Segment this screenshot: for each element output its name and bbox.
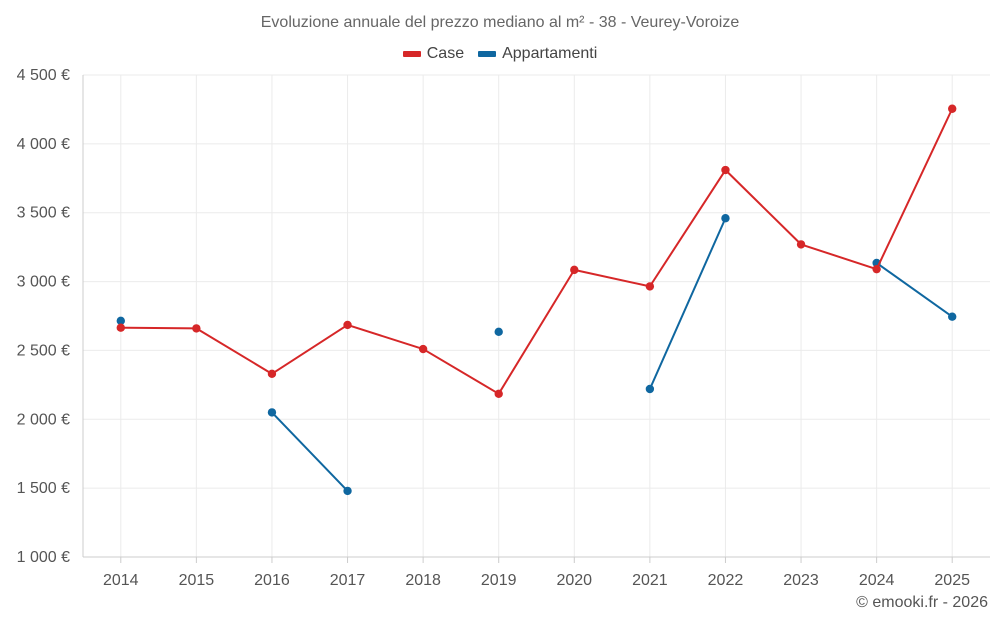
x-tick-label: 2018 [405,572,441,589]
data-point-case [267,369,277,379]
series-line-appartamenti [875,261,954,318]
series-line-case [875,107,954,271]
data-point-case [872,264,881,274]
series-line-case [800,243,878,271]
y-tick-label: 1 500 € [17,480,70,497]
data-point-case [570,265,579,275]
y-tick-label: 3 000 € [17,274,70,291]
data-point-case [116,323,125,332]
series-line-appartamenti [648,217,727,390]
legend-item-case[interactable]: Case [402,45,465,63]
data-point-appartamenti [343,486,352,496]
series-line-case [270,323,349,375]
y-tick-label: 3 500 € [17,205,70,222]
x-tick-label: 2021 [632,572,668,589]
series-line-case [497,268,576,395]
y-tick-label: 2 500 € [17,342,70,359]
legend-item-appartamenti[interactable]: Appartamenti [478,45,597,63]
series-line-case [422,348,500,395]
legend-swatch-appartamenti [478,51,497,57]
data-point-case [418,344,428,354]
x-tick-label: 2016 [254,572,290,589]
data-point-case [343,320,352,330]
y-tick-label: 4 000 € [17,136,70,153]
legend: Case Appartamenti [0,45,1000,63]
data-point-case [721,165,730,175]
legend-label-appartamenti: Appartamenti [502,45,598,62]
x-tick-label: 2019 [481,572,517,589]
y-tick-label: 4 500 € [17,67,70,84]
x-tick-label: 2014 [103,572,139,589]
y-tick-label: 1 000 € [17,549,70,566]
data-point-appartamenti [948,312,957,321]
series-line-case [724,169,803,246]
x-tick-label: 2015 [179,572,215,589]
data-point-appartamenti [116,316,125,326]
series-line-case [346,323,425,351]
x-tick-label: 2023 [783,572,819,589]
data-point-appartamenti [721,214,730,223]
series-line-appartamenti [270,411,349,492]
legend-label-case: Case [426,45,465,62]
data-point-case [796,240,806,249]
series-line-case [195,327,273,375]
series-line-case [573,268,651,288]
legend-swatch-case [402,51,421,57]
copyright-text: © emooki.fr - 2026 [856,594,988,611]
data-point-case [645,282,655,291]
data-point-case [948,104,957,113]
data-point-case [192,324,201,333]
data-point-appartamenti [267,408,277,417]
data-point-appartamenti [494,327,503,337]
x-tick-label: 2017 [330,572,366,589]
x-tick-label: 2024 [859,572,895,589]
x-tick-label: 2025 [934,572,970,589]
series-line-case [119,326,198,330]
data-point-case [494,389,503,399]
x-tick-label: 2022 [708,572,744,589]
chart-title: Evoluzione annuale del prezzo mediano al… [260,14,740,31]
data-point-appartamenti [645,384,655,394]
series-line-case [648,169,727,288]
y-tick-label: 2 000 € [17,411,70,428]
x-tick-label: 2020 [556,572,592,589]
